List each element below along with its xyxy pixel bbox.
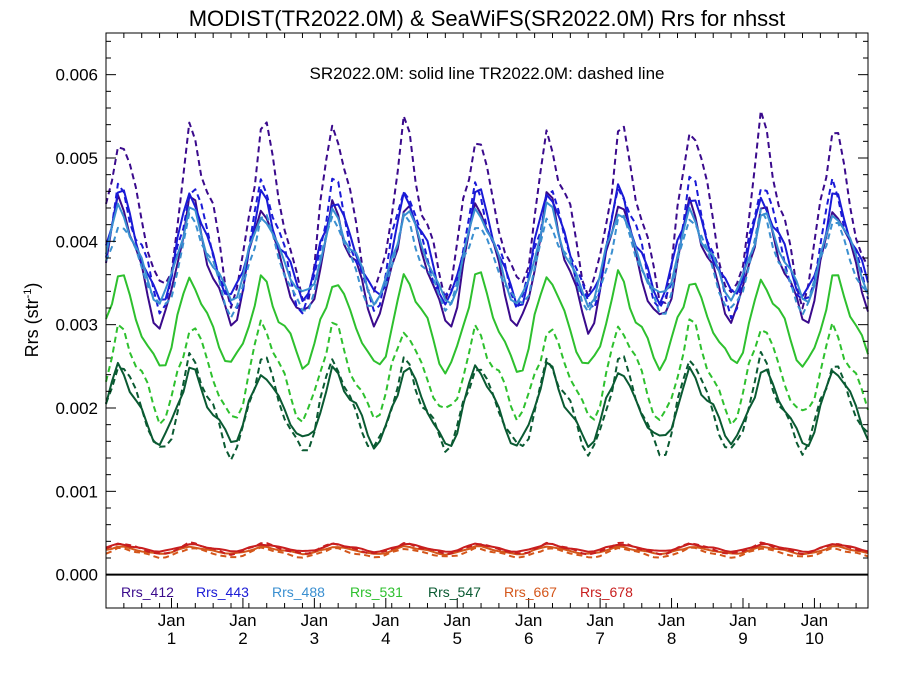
x-tick-label-year: 2 — [238, 629, 247, 648]
x-tick-label-year: 6 — [524, 629, 533, 648]
series-line-rrs-412-dashed — [105, 109, 869, 310]
legend-entry-rrs-547: Rrs_547 — [428, 584, 481, 600]
series-line-rrs-531-dashed — [105, 318, 869, 426]
series-line-rrs-678-dashed — [105, 541, 869, 556]
series-line-rrs-531-solid — [105, 269, 869, 375]
x-tick-label-month: Jan — [729, 611, 756, 630]
x-tick-label-year: 10 — [805, 629, 824, 648]
x-tick-label-year: 8 — [667, 629, 676, 648]
series-line-rrs-443-solid — [105, 183, 869, 307]
y-tick-label: 0.005 — [55, 149, 98, 168]
legend-entry-rrs-488: Rrs_488 — [272, 584, 325, 600]
x-tick-label-month: Jan — [801, 611, 828, 630]
y-tick-label: 0.004 — [55, 232, 98, 251]
x-tick-label-year: 4 — [381, 629, 390, 648]
series-line-rrs-488-solid — [105, 201, 869, 308]
legend-entry-rrs-412: Rrs_412 — [121, 584, 174, 600]
plot-frame — [105, 32, 869, 609]
x-tick-label-month: Jan — [586, 611, 613, 630]
x-tick-label-month: Jan — [372, 611, 399, 630]
x-tick-label-year: 7 — [595, 629, 604, 648]
x-tick-label-month: Jan — [158, 611, 185, 630]
series-line-rrs-547-dashed — [105, 351, 869, 461]
x-tick-label-month: Jan — [658, 611, 685, 630]
series-line-rrs-547-solid — [105, 361, 869, 450]
x-tick-label-month: Jan — [301, 611, 328, 630]
y-tick-label: 0.001 — [55, 482, 98, 501]
x-tick-label-year: 3 — [310, 629, 319, 648]
y-axis-label: Rrs (str-1) — [22, 283, 42, 358]
legend-entry-rrs-531: Rrs_531 — [350, 584, 403, 600]
series-line-rrs-488-dashed — [105, 208, 869, 319]
x-tick-label-month: Jan — [515, 611, 542, 630]
chart-title: MODIST(TR2022.0M) & SeaWiFS(SR2022.0M) R… — [189, 6, 786, 31]
chart-annotation: SR2022.0M: solid line TR2022.0M: dashed … — [309, 64, 664, 83]
legend-entry-rrs-667: Rrs_667 — [504, 584, 557, 600]
x-tick-label-year: 1 — [167, 629, 176, 648]
y-tick-label: 0.003 — [55, 316, 98, 335]
x-tick-label-year: 9 — [738, 629, 747, 648]
legend-entry-rrs-443: Rrs_443 — [196, 584, 249, 600]
x-tick-label-month: Jan — [229, 611, 256, 630]
x-tick-label-month: Jan — [444, 611, 471, 630]
y-tick-label: 0.000 — [55, 566, 98, 585]
y-tick-label: 0.002 — [55, 399, 98, 418]
x-tick-label-year: 5 — [453, 629, 462, 648]
legend-entry-rrs-678: Rrs_678 — [580, 584, 633, 600]
series-line-rrs-667-dashed — [105, 546, 869, 560]
y-tick-label: 0.006 — [55, 66, 98, 85]
